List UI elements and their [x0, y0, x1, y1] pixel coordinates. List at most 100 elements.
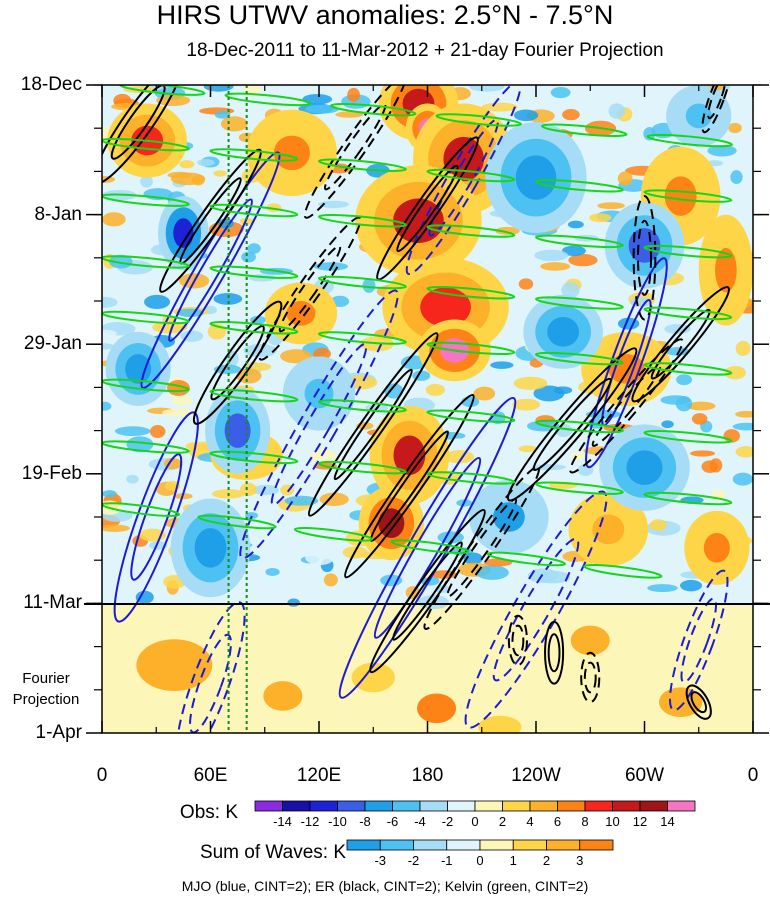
- kelvin-contour: [486, 551, 566, 567]
- waves-colorbar-swatch: [579, 839, 614, 851]
- obs-colorbar-swatch: [612, 800, 641, 812]
- obs-noise-cell: [167, 171, 192, 179]
- obs-noise-cell: [473, 386, 496, 401]
- obs-noise-cell: [561, 245, 586, 257]
- er-contour: [690, 691, 708, 714]
- mjo-contour: [373, 456, 482, 639]
- obs-noise-cell: [659, 305, 672, 314]
- obs-noise-cell: [518, 278, 534, 290]
- obs-noise-cell: [362, 278, 376, 293]
- obs-noise-cell: [495, 226, 520, 235]
- kelvin-contour: [317, 275, 407, 290]
- obs-noise-cell: [214, 110, 231, 119]
- kelvin-contour: [209, 321, 299, 335]
- obs-noise-cell: [463, 552, 483, 565]
- er-contour: [159, 148, 262, 293]
- obs-colorbar-tick-label: -6: [387, 814, 399, 829]
- obs-noise-cell: [126, 474, 139, 484]
- er-contour: [569, 338, 684, 474]
- waves-colorbar-swatch: [446, 839, 481, 851]
- mjo-contour: [680, 597, 717, 684]
- kelvin-contour: [209, 388, 299, 403]
- obs-noise-cell: [102, 296, 118, 308]
- waves-colorbar-tick-label: 1: [510, 853, 517, 868]
- reference-lines: [227, 85, 248, 733]
- waves-colorbar-label: Sum of Waves: K: [199, 842, 346, 863]
- obs-colorbar-swatch: [392, 800, 421, 812]
- obs-anomaly-blob: [224, 413, 251, 448]
- obs-colorbar-swatch: [502, 800, 531, 812]
- kelvin-contour: [102, 502, 181, 517]
- obs-noise-cell: [617, 171, 633, 186]
- obs-noise-cell: [245, 512, 259, 519]
- fourier-projection-label: Fourier Projection: [12, 670, 80, 708]
- obs-noise-cell: [102, 212, 126, 227]
- obs-noise-cell: [651, 295, 683, 304]
- obs-noise-cell: [597, 202, 625, 210]
- obs-colorbar-tick-label: 14: [660, 814, 674, 829]
- er-contour: [547, 633, 561, 673]
- obs-noise-cell: [239, 217, 254, 225]
- x-tick-label: 180: [411, 765, 444, 786]
- obs-colorbar-tick-label: -12: [301, 814, 320, 829]
- kelvin-contour: [643, 430, 733, 444]
- obs-noise-cell: [570, 452, 584, 461]
- obs-noise-cell: [735, 410, 753, 418]
- kelvin-contour: [317, 214, 407, 228]
- obs-noise-cell: [179, 160, 195, 169]
- obs-noise-cell: [608, 103, 626, 119]
- obs-anomaly-blob: [715, 247, 737, 293]
- kelvin-contour: [426, 168, 516, 183]
- obs-noise-cell: [540, 262, 571, 271]
- waves-colorbar-tick-label: -1: [441, 853, 453, 868]
- er-contour: [506, 347, 638, 502]
- er-contour: [650, 308, 711, 380]
- er-contour: [278, 245, 342, 333]
- waves-colorbar-tick-label: -3: [374, 853, 386, 868]
- er-contour: [701, 85, 733, 134]
- waves-colorbar: -3 -2 -1 0 1 2 3: [346, 839, 614, 868]
- waves-colorbar-swatch: [413, 839, 448, 851]
- kelvin-contour: [643, 306, 733, 321]
- obs-noise-cell: [469, 85, 505, 92]
- obs-colorbar-tick-label: 12: [633, 814, 647, 829]
- obs-noise-cell: [518, 445, 537, 453]
- obs-noise-cell: [589, 213, 612, 223]
- obs-noise-cell: [567, 220, 584, 229]
- obs-anomaly-blob: [685, 103, 712, 129]
- obs-noise-cell: [735, 446, 753, 458]
- obs-noise-cell: [217, 218, 234, 229]
- mjo-contour: [270, 343, 368, 506]
- waves-colorbar-swatch: [512, 839, 547, 851]
- waves-anomaly-blob: [136, 639, 213, 692]
- obs-noise-cell: [236, 368, 262, 384]
- obs-colorbar-swatch: [529, 800, 558, 812]
- er-contour: [423, 465, 541, 630]
- obs-noise-cell: [197, 159, 215, 167]
- obs-colorbar-tick-label: 6: [554, 814, 561, 829]
- axis-ticks: [86, 84, 769, 734]
- waves-anomaly-blob: [417, 693, 457, 724]
- obs-noise-cell: [213, 170, 227, 177]
- waves-colorbar-tick-label: 0: [476, 853, 483, 868]
- obs-colorbar-tick-label: 8: [581, 814, 588, 829]
- obs-noise-cell: [724, 365, 746, 380]
- obs-anomaly-blob: [703, 533, 730, 563]
- kelvin-contour: [317, 399, 407, 413]
- kelvin-contour: [293, 526, 374, 542]
- kelvin-contour: [209, 450, 299, 465]
- er-contour: [707, 85, 727, 120]
- mjo-contour: [168, 198, 253, 342]
- obs-noise-cell: [481, 102, 518, 112]
- obs-noise-cell: [102, 490, 117, 498]
- obs-noise-cell: [444, 450, 475, 464]
- waves-colorbar-swatch: [479, 839, 514, 851]
- er-contour: [544, 620, 565, 685]
- kelvin-contour: [317, 331, 407, 345]
- obs-noise-cell: [732, 422, 753, 431]
- obs-noise-cell: [213, 293, 243, 305]
- obs-colorbar-swatch: [309, 800, 338, 812]
- obs-noise-cell: [513, 376, 548, 390]
- obs-colorbar-swatch: [254, 800, 283, 812]
